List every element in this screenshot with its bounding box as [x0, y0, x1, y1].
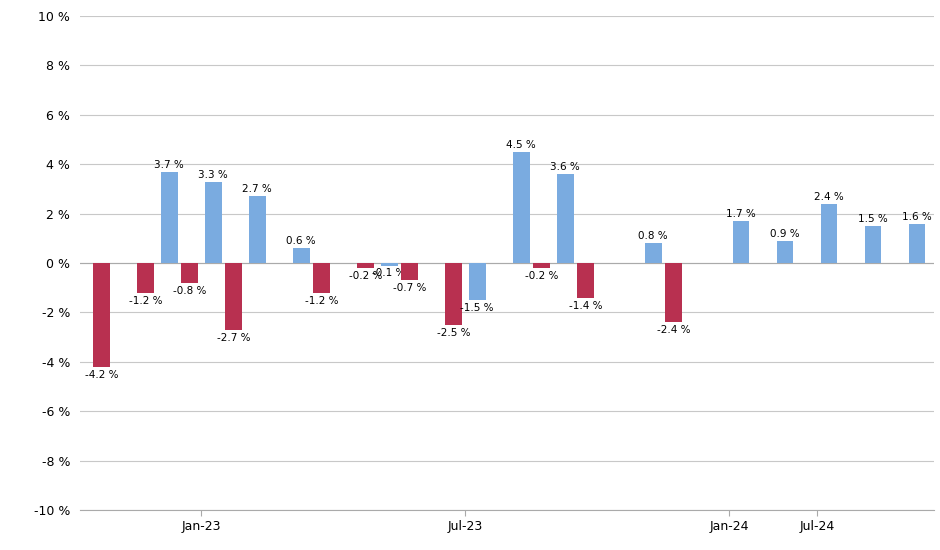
Text: 0.9 %: 0.9 % — [770, 229, 800, 239]
Text: 1.6 %: 1.6 % — [902, 212, 932, 222]
Text: 3.7 %: 3.7 % — [154, 160, 184, 170]
Text: 0.6 %: 0.6 % — [287, 236, 316, 246]
Text: -1.2 %: -1.2 % — [305, 296, 338, 306]
Text: -2.5 %: -2.5 % — [437, 328, 470, 338]
Bar — [446, 263, 462, 325]
Bar — [666, 263, 682, 322]
Bar — [161, 172, 178, 263]
Bar — [732, 221, 749, 263]
Text: 4.5 %: 4.5 % — [507, 140, 536, 150]
Text: -0.8 %: -0.8 % — [173, 286, 206, 296]
Bar — [776, 241, 793, 263]
Bar — [93, 263, 110, 367]
Text: -0.2 %: -0.2 % — [525, 271, 558, 281]
Text: -1.4 %: -1.4 % — [569, 301, 603, 311]
Text: -1.2 %: -1.2 % — [129, 296, 163, 306]
Bar — [909, 223, 926, 263]
Text: -4.2 %: -4.2 % — [85, 370, 118, 379]
Text: -1.5 %: -1.5 % — [461, 303, 494, 313]
Bar — [226, 263, 242, 330]
Bar — [313, 263, 330, 293]
Bar — [137, 263, 154, 293]
Text: -2.7 %: -2.7 % — [217, 333, 250, 343]
Bar — [533, 263, 550, 268]
Bar — [357, 263, 374, 268]
Text: 2.4 %: 2.4 % — [814, 192, 844, 202]
Bar — [556, 174, 573, 263]
Text: 3.3 %: 3.3 % — [198, 169, 228, 179]
Bar — [645, 243, 662, 263]
Bar — [249, 196, 266, 263]
Bar — [821, 204, 838, 263]
Text: 0.8 %: 0.8 % — [638, 232, 668, 241]
Text: -0.2 %: -0.2 % — [349, 271, 383, 281]
Text: 2.7 %: 2.7 % — [243, 184, 272, 194]
Bar — [205, 182, 222, 263]
Bar — [865, 226, 882, 263]
Text: 1.5 %: 1.5 % — [858, 214, 888, 224]
Bar — [401, 263, 418, 280]
Bar — [292, 248, 309, 263]
Bar — [577, 263, 594, 298]
Text: -2.4 %: -2.4 % — [657, 325, 690, 336]
Text: 1.7 %: 1.7 % — [727, 209, 756, 219]
Text: -0.1 %: -0.1 % — [372, 268, 406, 278]
Bar — [181, 263, 198, 283]
Text: 3.6 %: 3.6 % — [550, 162, 580, 172]
Bar — [512, 152, 529, 263]
Bar — [469, 263, 486, 300]
Text: -0.7 %: -0.7 % — [393, 283, 426, 293]
Bar — [381, 263, 398, 266]
